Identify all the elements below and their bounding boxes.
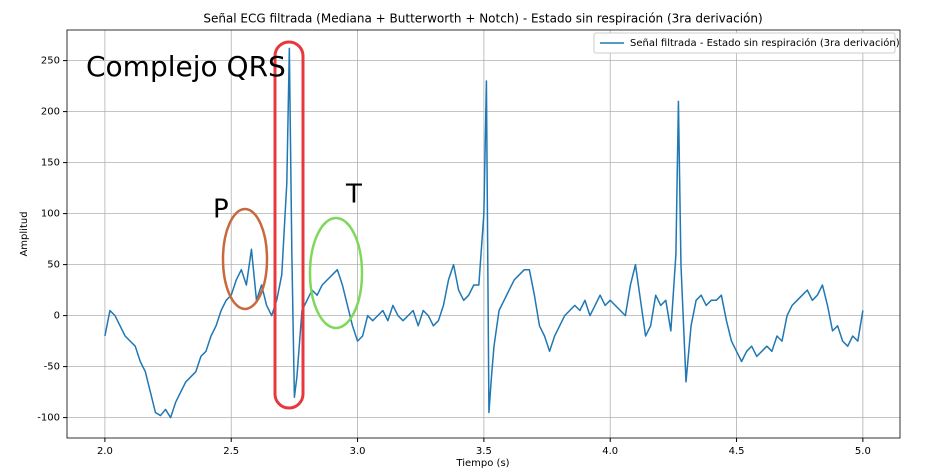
grid (67, 30, 900, 438)
y-tick-label: 100 (41, 209, 60, 220)
x-tick-label: 2.5 (223, 446, 239, 457)
x-tick-label: 3.0 (350, 446, 366, 457)
signal-line (104, 47, 864, 419)
y-tick-label: 50 (47, 260, 60, 271)
p-wave-highlight (221, 207, 269, 311)
x-tick-label: 4.0 (602, 446, 618, 457)
t-wave-highlight (308, 216, 364, 330)
legend-box (593, 32, 896, 54)
annotation: T (345, 180, 362, 210)
y-tick-label: -100 (37, 413, 60, 424)
y-axis-label: Amplitud (19, 211, 30, 256)
x-tick-label: 5.0 (855, 446, 871, 457)
y-tick-label: 150 (41, 158, 60, 169)
x-tick-label: 2.0 (97, 446, 113, 457)
plot (104, 47, 864, 419)
qrs-highlight (273, 40, 305, 410)
y-tick-label: 250 (41, 56, 60, 67)
annotation: Complejo QRS (86, 50, 286, 83)
y-tick-label: -50 (44, 362, 60, 373)
y-tick-label: 0 (54, 311, 60, 322)
chart-title: Señal ECG filtrada (Mediana + Butterwort… (203, 12, 762, 26)
x-tick-label: 4.5 (729, 446, 745, 457)
y-tick-label: 200 (41, 107, 60, 118)
x-tick-label: 3.5 (476, 446, 492, 457)
x-axis-label: Tiempo (s) (455, 458, 509, 469)
legend-label: Señal filtrada - Estado sin respiración … (630, 37, 900, 49)
annotation: P (213, 195, 229, 225)
legend: Señal filtrada - Estado sin respiración … (593, 32, 900, 54)
